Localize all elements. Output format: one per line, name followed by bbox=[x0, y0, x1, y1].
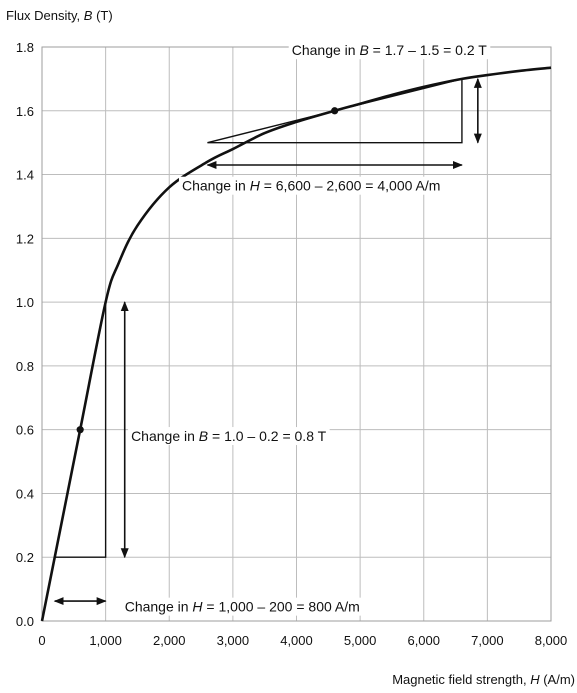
y-tick-label: 1.6 bbox=[16, 104, 34, 119]
series-layer bbox=[40, 66, 552, 622]
annotation-background bbox=[288, 41, 491, 60]
x-tick-label: 5,000 bbox=[344, 633, 377, 648]
x-tick-label: 7,000 bbox=[471, 633, 504, 648]
x-tick-label: 6,000 bbox=[407, 633, 440, 648]
x-tick-label: 0 bbox=[38, 633, 45, 648]
annotation-background bbox=[178, 176, 444, 195]
construction-lines bbox=[53, 77, 482, 606]
y-tick-label: 0.4 bbox=[16, 486, 34, 501]
y-tick-label: 1.2 bbox=[16, 231, 34, 246]
curve-point-marker bbox=[76, 426, 84, 434]
x-axis-label: Magnetic field strength, H (A/m) bbox=[392, 672, 575, 687]
annotations: Change in B = 1.7 – 1.5 = 0.2 T Change in… bbox=[121, 41, 491, 616]
change-annotation: Change in H = 1,000 – 200 = 800 A/m bbox=[125, 599, 360, 615]
y-tick-label: 0.0 bbox=[16, 614, 34, 629]
y-tick-label: 1.4 bbox=[16, 168, 34, 183]
x-tick-label: 4,000 bbox=[280, 633, 313, 648]
change-annotation: Change in H = 6,600 – 2,600 = 4,000 A/m bbox=[182, 178, 440, 194]
curve-point-marker bbox=[331, 107, 339, 115]
y-tick-label: 1.8 bbox=[16, 40, 34, 55]
y-tick-label: 0.2 bbox=[16, 550, 34, 565]
x-tick-label: 8,000 bbox=[535, 633, 568, 648]
annotation-background bbox=[128, 427, 330, 446]
grid bbox=[41, 46, 552, 622]
y-tick-label: 1.0 bbox=[16, 295, 34, 310]
annotation-background bbox=[121, 597, 363, 616]
x-tick-label: 3,000 bbox=[217, 633, 250, 648]
y-axis-label: Flux Density, B (T) bbox=[6, 8, 113, 23]
y-tick-label: 0.8 bbox=[16, 359, 34, 374]
point-markers bbox=[76, 107, 339, 434]
change-annotation: Change in B = 1.7 – 1.5 = 0.2 T bbox=[292, 42, 488, 58]
x-tick-label: 2,000 bbox=[153, 633, 186, 648]
x-tick-label: 1,000 bbox=[89, 633, 122, 648]
y-tick-label: 0.6 bbox=[16, 423, 34, 438]
change-annotation: Change in B = 1.0 – 0.2 = 0.8 T bbox=[131, 428, 327, 444]
bh-curve-line bbox=[40, 66, 552, 622]
tick-labels: 0 1,000 2,000 3,000 4,000 5,000 6,000 7,000 8,00… bbox=[16, 40, 567, 648]
